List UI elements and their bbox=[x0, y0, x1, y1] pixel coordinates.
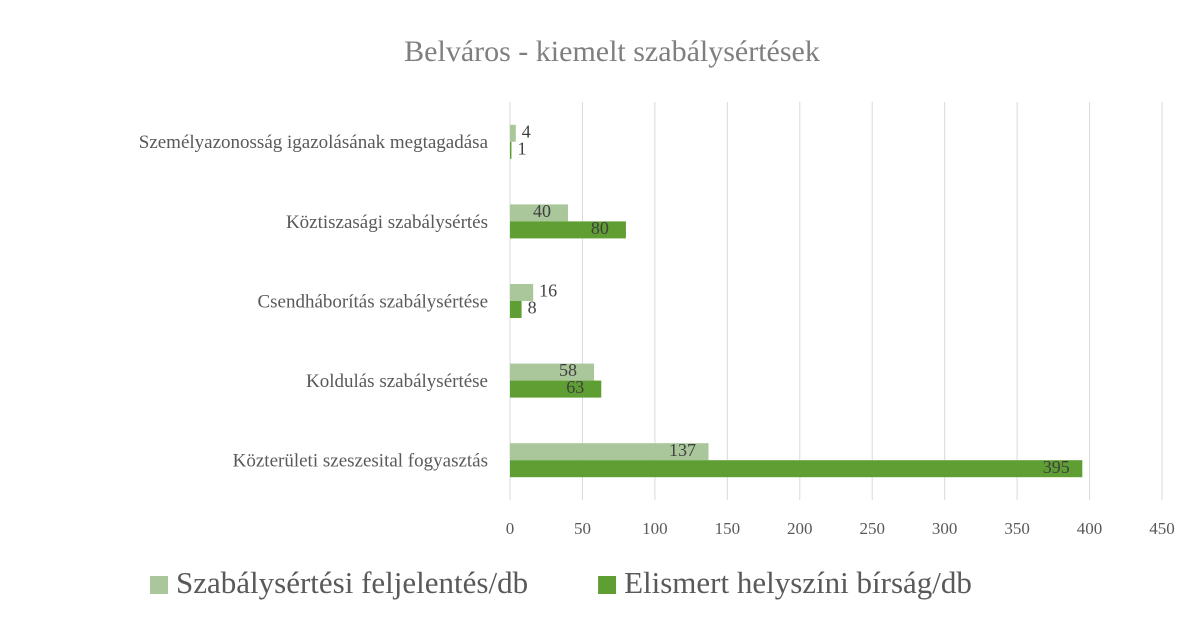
legend-swatch bbox=[598, 576, 617, 594]
data-label: 80 bbox=[591, 218, 609, 238]
data-label: 1 bbox=[517, 138, 526, 158]
data-label: 58 bbox=[559, 360, 577, 380]
bar bbox=[510, 301, 522, 318]
x-tick-label: 100 bbox=[642, 519, 668, 538]
y-tick-label: Személyazonosság igazolásának megtagadás… bbox=[139, 132, 489, 153]
x-tick-label: 450 bbox=[1149, 519, 1175, 538]
x-tick-label: 300 bbox=[932, 519, 958, 538]
legend-label: Elismert helyszíni bírság/db bbox=[624, 565, 972, 600]
bar bbox=[510, 284, 534, 301]
data-label: 4 bbox=[522, 121, 531, 141]
chart-title: Belváros - kiemelt szabálysértések bbox=[404, 35, 820, 68]
data-label: 8 bbox=[528, 298, 537, 318]
bar bbox=[510, 221, 626, 239]
data-label: 395 bbox=[1043, 457, 1070, 477]
x-tick-label: 200 bbox=[787, 519, 813, 538]
legend-label: Szabálysértési feljelentés/db bbox=[176, 565, 528, 600]
data-label: 63 bbox=[566, 377, 584, 397]
legend-swatch bbox=[150, 576, 168, 594]
x-tick-label: 0 bbox=[506, 519, 515, 538]
data-label: 16 bbox=[539, 281, 557, 301]
bar bbox=[510, 460, 1083, 478]
y-tick-label: Koldulás szabálysértése bbox=[306, 371, 488, 392]
data-label: 40 bbox=[533, 201, 551, 221]
x-tick-label: 250 bbox=[859, 519, 885, 538]
x-tick-label: 150 bbox=[715, 519, 741, 538]
x-tick-label: 400 bbox=[1077, 519, 1103, 538]
y-tick-label: Köztiszasági szabálysértés bbox=[286, 212, 488, 233]
bar bbox=[510, 443, 709, 461]
x-tick-label: 50 bbox=[574, 519, 591, 538]
bar bbox=[510, 380, 602, 398]
bar bbox=[510, 141, 512, 159]
y-tick-label: Csendháborítás szabálysértése bbox=[257, 291, 488, 312]
x-tick-label: 350 bbox=[1004, 519, 1030, 538]
data-label: 137 bbox=[669, 440, 696, 460]
bar bbox=[510, 204, 568, 222]
y-tick-label: Közterületi szeszesital fogyasztás bbox=[233, 451, 488, 472]
bar bbox=[510, 124, 516, 142]
bar bbox=[510, 363, 595, 381]
